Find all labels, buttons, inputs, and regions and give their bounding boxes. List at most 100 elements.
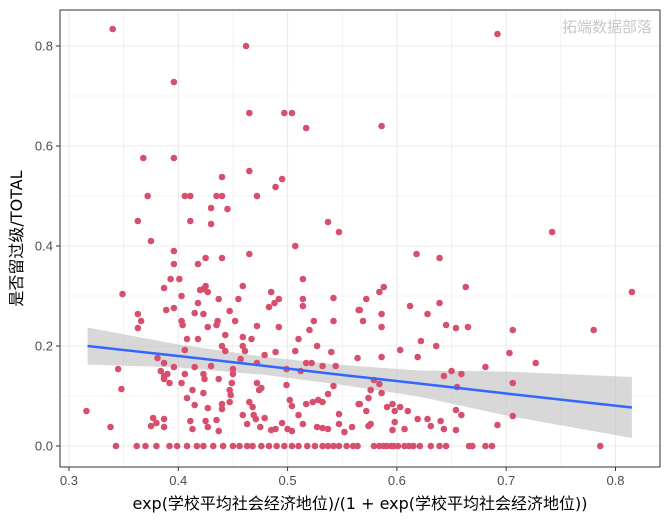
- data-point: [226, 398, 233, 406]
- data-point: [319, 424, 326, 432]
- data-point: [83, 407, 90, 415]
- data-point: [183, 442, 191, 450]
- data-point: [272, 183, 279, 191]
- data-point: [436, 442, 443, 450]
- data-point: [265, 442, 273, 450]
- data-point: [107, 423, 114, 431]
- data-point: [464, 323, 472, 331]
- data-point: [424, 310, 431, 318]
- data-point: [157, 367, 165, 375]
- data-point: [299, 302, 307, 310]
- data-point: [324, 218, 332, 226]
- data-point: [253, 322, 261, 330]
- data-point: [308, 359, 315, 367]
- data-point: [378, 122, 385, 130]
- data-point: [436, 299, 443, 307]
- data-point: [319, 398, 326, 406]
- data-point: [246, 109, 253, 117]
- data-point: [359, 317, 367, 325]
- data-point: [241, 347, 249, 355]
- data-point: [134, 324, 142, 332]
- data-point: [170, 363, 178, 371]
- data-point: [189, 386, 196, 394]
- data-point: [267, 288, 275, 296]
- data-point: [488, 442, 496, 450]
- data-point: [306, 326, 313, 334]
- data-point: [221, 347, 229, 355]
- data-point: [356, 400, 364, 408]
- data-point: [356, 306, 364, 314]
- data-point: [590, 326, 597, 334]
- data-point: [271, 299, 278, 307]
- data-point: [509, 326, 517, 334]
- data-point: [227, 391, 235, 399]
- data-point: [302, 400, 310, 408]
- data-point: [153, 419, 160, 427]
- data-point: [378, 323, 385, 331]
- data-point: [383, 403, 391, 411]
- data-point: [207, 220, 215, 228]
- data-point: [218, 254, 226, 262]
- data-point: [409, 442, 417, 450]
- data-point: [215, 295, 223, 303]
- data-point: [414, 415, 421, 423]
- data-point: [235, 295, 242, 303]
- data-point: [186, 192, 194, 200]
- data-point: [248, 335, 255, 343]
- data-point: [239, 333, 247, 341]
- data-point: [494, 421, 501, 429]
- data-point: [281, 109, 288, 117]
- data-point: [239, 282, 247, 290]
- data-point: [176, 275, 183, 283]
- data-point: [166, 379, 173, 387]
- data-point: [229, 442, 237, 450]
- data-point: [218, 400, 226, 408]
- data-point: [255, 386, 263, 394]
- data-point: [160, 284, 168, 292]
- data-point: [183, 335, 191, 343]
- data-point: [281, 442, 288, 450]
- data-point: [200, 370, 207, 378]
- data-point: [335, 442, 343, 450]
- data-point: [442, 442, 450, 450]
- y-tick-label: 0.6: [35, 139, 53, 154]
- data-point: [166, 442, 173, 450]
- data-point: [332, 362, 339, 370]
- data-point: [173, 442, 181, 450]
- data-point: [253, 192, 261, 200]
- data-point: [213, 416, 220, 424]
- data-point: [343, 442, 350, 450]
- data-point: [302, 359, 310, 367]
- data-point: [348, 423, 356, 431]
- y-tick-label: 0.8: [35, 39, 53, 54]
- data-point: [324, 390, 332, 398]
- data-point: [389, 426, 396, 434]
- data-point: [440, 372, 448, 380]
- data-point: [362, 407, 370, 415]
- data-point: [378, 353, 385, 361]
- data-point: [219, 442, 227, 450]
- data-point: [432, 342, 440, 350]
- data-point: [299, 420, 307, 428]
- data-point: [313, 423, 321, 431]
- data-point: [458, 370, 465, 378]
- data-point: [119, 290, 126, 298]
- data-point: [365, 394, 372, 402]
- data-point: [335, 410, 343, 418]
- y-tick-label: 0.2: [35, 339, 53, 354]
- data-point: [378, 310, 385, 318]
- data-point: [191, 363, 198, 371]
- data-point: [291, 347, 299, 355]
- data-point: [458, 411, 465, 419]
- data-point: [391, 407, 399, 415]
- data-point: [249, 442, 256, 450]
- x-tick-label: 0.4: [169, 473, 187, 488]
- data-point: [194, 335, 202, 343]
- data-point: [378, 389, 385, 397]
- y-tick-label: 0.4: [35, 239, 53, 254]
- data-point: [170, 154, 178, 162]
- confidence-band: [87, 327, 632, 438]
- data-point: [389, 400, 396, 408]
- data-point: [134, 310, 142, 318]
- data-point: [376, 380, 383, 388]
